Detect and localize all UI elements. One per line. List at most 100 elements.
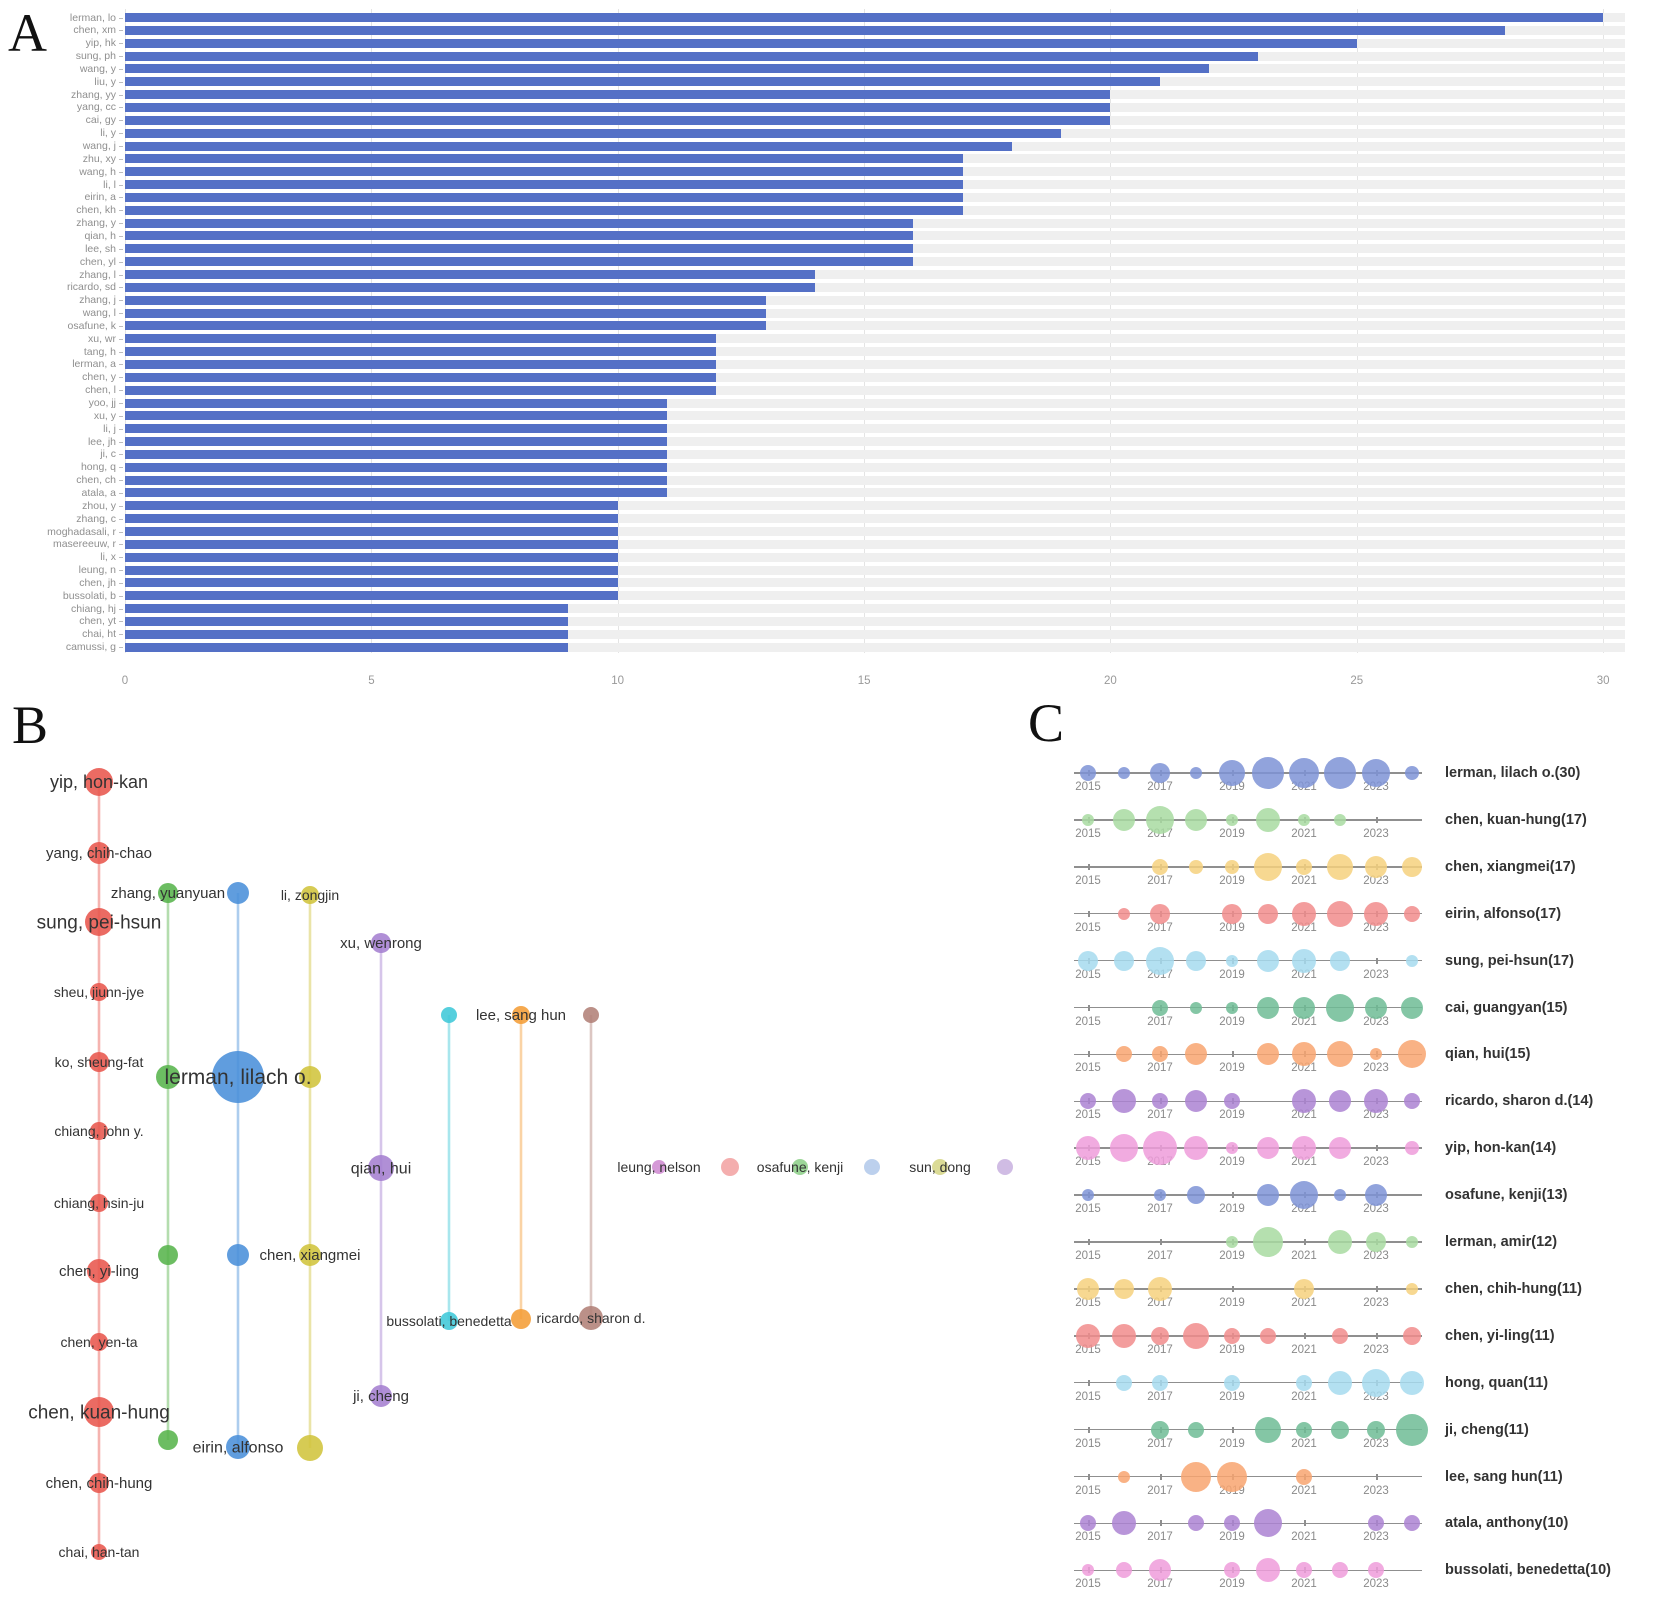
bubble-ricardo-sharon-d-14-2024[interactable] <box>1404 1093 1420 1110</box>
bubble-bussolati-benedetta-10-2021[interactable] <box>1296 1562 1312 1579</box>
bubble-ricardo-sharon-d-14-2022[interactable] <box>1329 1090 1351 1113</box>
bubble-lerman-lilach-o-30-2016[interactable] <box>1118 767 1130 779</box>
bubble-qian-hui-15-2021[interactable] <box>1292 1042 1316 1067</box>
bubble-lerman-amir-12-2023[interactable] <box>1366 1232 1386 1252</box>
network-node-chen-xiangmei[interactable] <box>299 1244 321 1266</box>
network-node-sheu-jiunn-jye[interactable] <box>90 983 108 1001</box>
bubble-ji-cheng-11-2022[interactable] <box>1331 1420 1349 1439</box>
network-node-bussolati-benedetta[interactable] <box>440 1312 458 1330</box>
bar-chen-ch[interactable] <box>125 475 667 485</box>
bubble-lee-sang-hun-11-2018[interactable] <box>1181 1461 1211 1492</box>
bar-wang-j[interactable] <box>125 141 1012 151</box>
bar-liu-y[interactable] <box>125 77 1160 87</box>
network-node-eirin-alfonso[interactable] <box>226 1435 250 1459</box>
bubble-chen-yi-ling-11-2015[interactable] <box>1076 1323 1100 1348</box>
bubble-qian-hui-15-2018[interactable] <box>1185 1043 1207 1066</box>
bar-bussolati-b[interactable] <box>125 591 618 601</box>
bubble-ji-cheng-11-2017[interactable] <box>1151 1420 1169 1439</box>
bubble-atala-anthony-10-2018[interactable] <box>1188 1515 1204 1532</box>
bubble-sung-pei-hsun-17-2022[interactable] <box>1330 950 1350 971</box>
network-node-leung-nelson[interactable] <box>652 1160 666 1174</box>
network-node-cluster-yellow[interactable] <box>299 1066 321 1088</box>
bar-zhang-c[interactable] <box>125 514 618 524</box>
bar-li-x[interactable] <box>125 552 618 562</box>
bubble-chen-yi-ling-11-2018[interactable] <box>1183 1322 1209 1349</box>
network-node-cluster-green[interactable] <box>156 1065 180 1089</box>
bubble-cai-guangyan-15-2019[interactable] <box>1226 1001 1238 1014</box>
bubble-eirin-alfonso-17-2017[interactable] <box>1150 903 1170 924</box>
bar-chai-ht[interactable] <box>125 629 569 639</box>
bubble-chen-kuan-hung-17-2021[interactable] <box>1298 813 1310 826</box>
bubble-osafune-kenji-13-2021[interactable] <box>1290 1181 1318 1210</box>
bubble-sung-pei-hsun-17-2024[interactable] <box>1406 954 1418 967</box>
network-node-qian-hui[interactable] <box>368 1155 394 1181</box>
bubble-ji-cheng-11-2021[interactable] <box>1296 1421 1312 1438</box>
bubble-hong-quan-11-2021[interactable] <box>1296 1374 1312 1391</box>
bar-li-y[interactable] <box>125 128 1062 138</box>
bubble-chen-chih-hung-11-2015[interactable] <box>1077 1277 1099 1300</box>
bar-masereeuw-r[interactable] <box>125 539 618 549</box>
bubble-hong-quan-11-2016[interactable] <box>1116 1374 1132 1391</box>
network-node-chen-chih-hung[interactable] <box>89 1473 109 1493</box>
network-node-cluster-cyan[interactable] <box>441 1007 457 1023</box>
bubble-bussolati-benedetta-10-2023[interactable] <box>1368 1562 1384 1579</box>
bubble-ricardo-sharon-d-14-2019[interactable] <box>1224 1093 1240 1110</box>
bubble-yip-hon-kan-14-2016[interactable] <box>1110 1134 1138 1163</box>
bubble-osafune-kenji-13-2023[interactable] <box>1365 1184 1387 1207</box>
bubble-lerman-amir-12-2022[interactable] <box>1328 1230 1352 1254</box>
bubble-sung-pei-hsun-17-2015[interactable] <box>1078 950 1098 971</box>
bubble-sung-pei-hsun-17-2021[interactable] <box>1292 948 1316 973</box>
bubble-yip-hon-kan-14-2024[interactable] <box>1405 1141 1419 1156</box>
bubble-chen-yi-ling-11-2019[interactable] <box>1224 1327 1240 1344</box>
bubble-lerman-lilach-o-30-2022[interactable] <box>1324 757 1356 789</box>
network-node-cluster-blue[interactable] <box>227 1244 249 1266</box>
bar-zhang-j[interactable] <box>125 295 766 305</box>
bubble-hong-quan-11-2023[interactable] <box>1362 1368 1390 1397</box>
bubble-bussolati-benedetta-10-2019[interactable] <box>1224 1562 1240 1579</box>
bubble-yip-hon-kan-14-2015[interactable] <box>1076 1136 1100 1161</box>
network-node-osafune-kenji[interactable] <box>792 1159 808 1175</box>
bar-camussi-g[interactable] <box>125 642 569 652</box>
bubble-chen-kuan-hung-17-2020[interactable] <box>1256 807 1280 832</box>
bubble-chen-xiangmei-17-2020[interactable] <box>1254 852 1282 881</box>
bubble-yip-hon-kan-14-2022[interactable] <box>1329 1137 1351 1160</box>
bubble-sung-pei-hsun-17-2016[interactable] <box>1114 950 1134 971</box>
bar-yang-cc[interactable] <box>125 102 1111 112</box>
network-node-cluster-green[interactable] <box>158 1430 178 1450</box>
bubble-yip-hon-kan-14-2020[interactable] <box>1257 1137 1279 1160</box>
bubble-chen-kuan-hung-17-2019[interactable] <box>1226 813 1238 826</box>
bubble-qian-hui-15-2023[interactable] <box>1370 1048 1382 1061</box>
bubble-eirin-alfonso-17-2022[interactable] <box>1327 900 1353 927</box>
bubble-chen-yi-ling-11-2020[interactable] <box>1260 1327 1276 1344</box>
network-node-li-zongjin[interactable] <box>301 886 319 904</box>
network-node-ko-sheung-fat[interactable] <box>89 1052 109 1072</box>
bubble-chen-xiangmei-17-2021[interactable] <box>1296 858 1312 875</box>
bubble-cai-guangyan-15-2023[interactable] <box>1365 996 1387 1019</box>
bubble-qian-hui-15-2017[interactable] <box>1152 1046 1168 1063</box>
bubble-eirin-alfonso-17-2024[interactable] <box>1404 905 1420 922</box>
bubble-ricardo-sharon-d-14-2017[interactable] <box>1152 1093 1168 1110</box>
network-node-sun-dong[interactable] <box>932 1159 948 1175</box>
bar-hong-q[interactable] <box>125 462 667 472</box>
bubble-chen-yi-ling-11-2016[interactable] <box>1112 1323 1136 1348</box>
bubble-cai-guangyan-15-2018[interactable] <box>1190 1001 1202 1014</box>
bubble-eirin-alfonso-17-2019[interactable] <box>1222 903 1242 924</box>
bubble-chen-chih-hung-11-2021[interactable] <box>1294 1278 1314 1299</box>
bubble-cai-guangyan-15-2022[interactable] <box>1326 993 1354 1022</box>
network-node-lee-sang-hun[interactable] <box>512 1006 530 1024</box>
bubble-lerman-lilach-o-30-2017[interactable] <box>1150 763 1170 783</box>
bar-lee-jh[interactable] <box>125 437 667 447</box>
bubble-lerman-amir-12-2020[interactable] <box>1253 1227 1283 1257</box>
network-node-cluster-green[interactable] <box>158 1245 178 1265</box>
bar-sung-ph[interactable] <box>125 51 1259 61</box>
bubble-sung-pei-hsun-17-2019[interactable] <box>1226 954 1238 967</box>
bubble-lerman-amir-12-2024[interactable] <box>1406 1236 1418 1248</box>
bubble-atala-anthony-10-2020[interactable] <box>1254 1509 1282 1538</box>
bubble-chen-kuan-hung-17-2018[interactable] <box>1185 808 1207 831</box>
bubble-hong-quan-11-2024[interactable] <box>1400 1370 1424 1395</box>
bubble-yip-hon-kan-14-2018[interactable] <box>1184 1136 1208 1161</box>
bubble-chen-yi-ling-11-2017[interactable] <box>1151 1326 1169 1345</box>
bubble-chen-kuan-hung-17-2017[interactable] <box>1146 805 1174 834</box>
bubble-ji-cheng-11-2020[interactable] <box>1255 1416 1281 1443</box>
bar-moghadasali-r[interactable] <box>125 527 618 536</box>
